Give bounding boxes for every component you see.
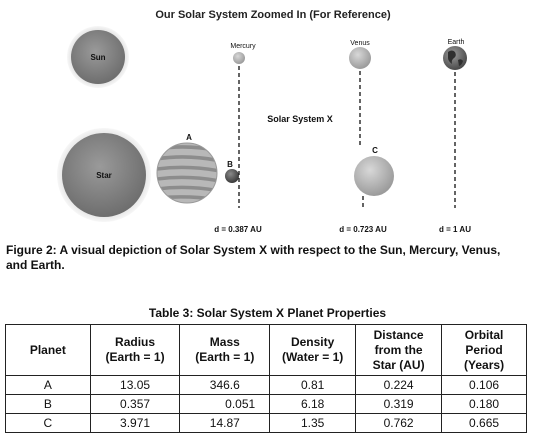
planet-b: B: [225, 160, 239, 183]
earth-label: Earth: [448, 39, 465, 46]
venus-label: Venus: [350, 40, 370, 47]
cell-period: 0.106: [441, 375, 527, 395]
cell-period: 0.665: [441, 413, 527, 433]
cell-distance: 0.224: [355, 375, 443, 395]
cell-distance: 0.319: [355, 394, 443, 414]
cell-radius: 0.357: [89, 394, 181, 414]
cell-planet: A: [5, 375, 91, 395]
cell-density: 6.18: [269, 394, 357, 414]
table-header-row: Planet Radius (Earth = 1) Mass (Earth = …: [5, 324, 527, 376]
planet-a-label: A: [186, 133, 192, 142]
cell-mass: 14.87: [179, 413, 271, 433]
header-radius: Radius (Earth = 1): [89, 324, 181, 376]
star: Star: [57, 128, 151, 222]
header-planet: Planet: [5, 324, 91, 376]
solar-system-diagram: Our Solar System Zoomed In (For Referenc…: [57, 9, 471, 234]
figure-caption: Figure 2: A visual depiction of Solar Sy…: [6, 243, 501, 272]
cell-density: 1.35: [269, 413, 357, 433]
planet-c-label: C: [372, 146, 378, 155]
table-row: C 3.971 14.87 1.35 0.762 0.665: [5, 413, 527, 433]
cell-period: 0.180: [441, 394, 527, 414]
cell-mass: 0.051: [179, 394, 271, 414]
header-density: Density (Water = 1): [269, 324, 357, 376]
cell-distance: 0.762: [355, 413, 443, 433]
mercury-label: Mercury: [230, 43, 256, 50]
header-orbital-period: Orbital Period (Years): [441, 324, 527, 376]
cell-planet: C: [5, 413, 91, 433]
earth: Earth: [443, 39, 467, 70]
planet-properties-table: Planet Radius (Earth = 1) Mass (Earth = …: [5, 324, 527, 433]
diagram-title: Our Solar System Zoomed In (For Referenc…: [155, 9, 391, 21]
planet-b-label: B: [227, 160, 233, 169]
cell-density: 0.81: [269, 375, 357, 395]
header-mass: Mass (Earth = 1): [179, 324, 271, 376]
table-row: A 13.05 346.6 0.81 0.224 0.106: [5, 375, 527, 395]
sun-label: Sun: [90, 53, 105, 62]
mercury-distance-label: d = 0.387 AU: [214, 225, 262, 234]
header-distance: Distance from the Star (AU): [355, 324, 443, 376]
planet-c: C: [354, 146, 394, 196]
cell-mass: 346.6: [179, 375, 271, 395]
table-title: Table 3: Solar System X Planet Propertie…: [148, 306, 387, 320]
cell-planet: B: [5, 394, 91, 414]
venus-distance-label: d = 0.723 AU: [339, 225, 387, 234]
mercury: Mercury: [230, 43, 256, 64]
system-x-label: Solar System X: [267, 114, 333, 124]
star-label: Star: [96, 171, 112, 180]
cell-radius: 13.05: [89, 375, 181, 395]
distance-lines: [238, 66, 456, 208]
venus: Venus: [349, 40, 371, 69]
earth-distance-label: d = 1 AU: [439, 225, 471, 234]
cell-radius: 3.971: [89, 413, 181, 433]
sun: Sun: [67, 26, 129, 88]
planet-a: A: [156, 133, 218, 204]
table-row: B 0.357 0.051 6.18 0.319 0.180: [5, 394, 527, 414]
